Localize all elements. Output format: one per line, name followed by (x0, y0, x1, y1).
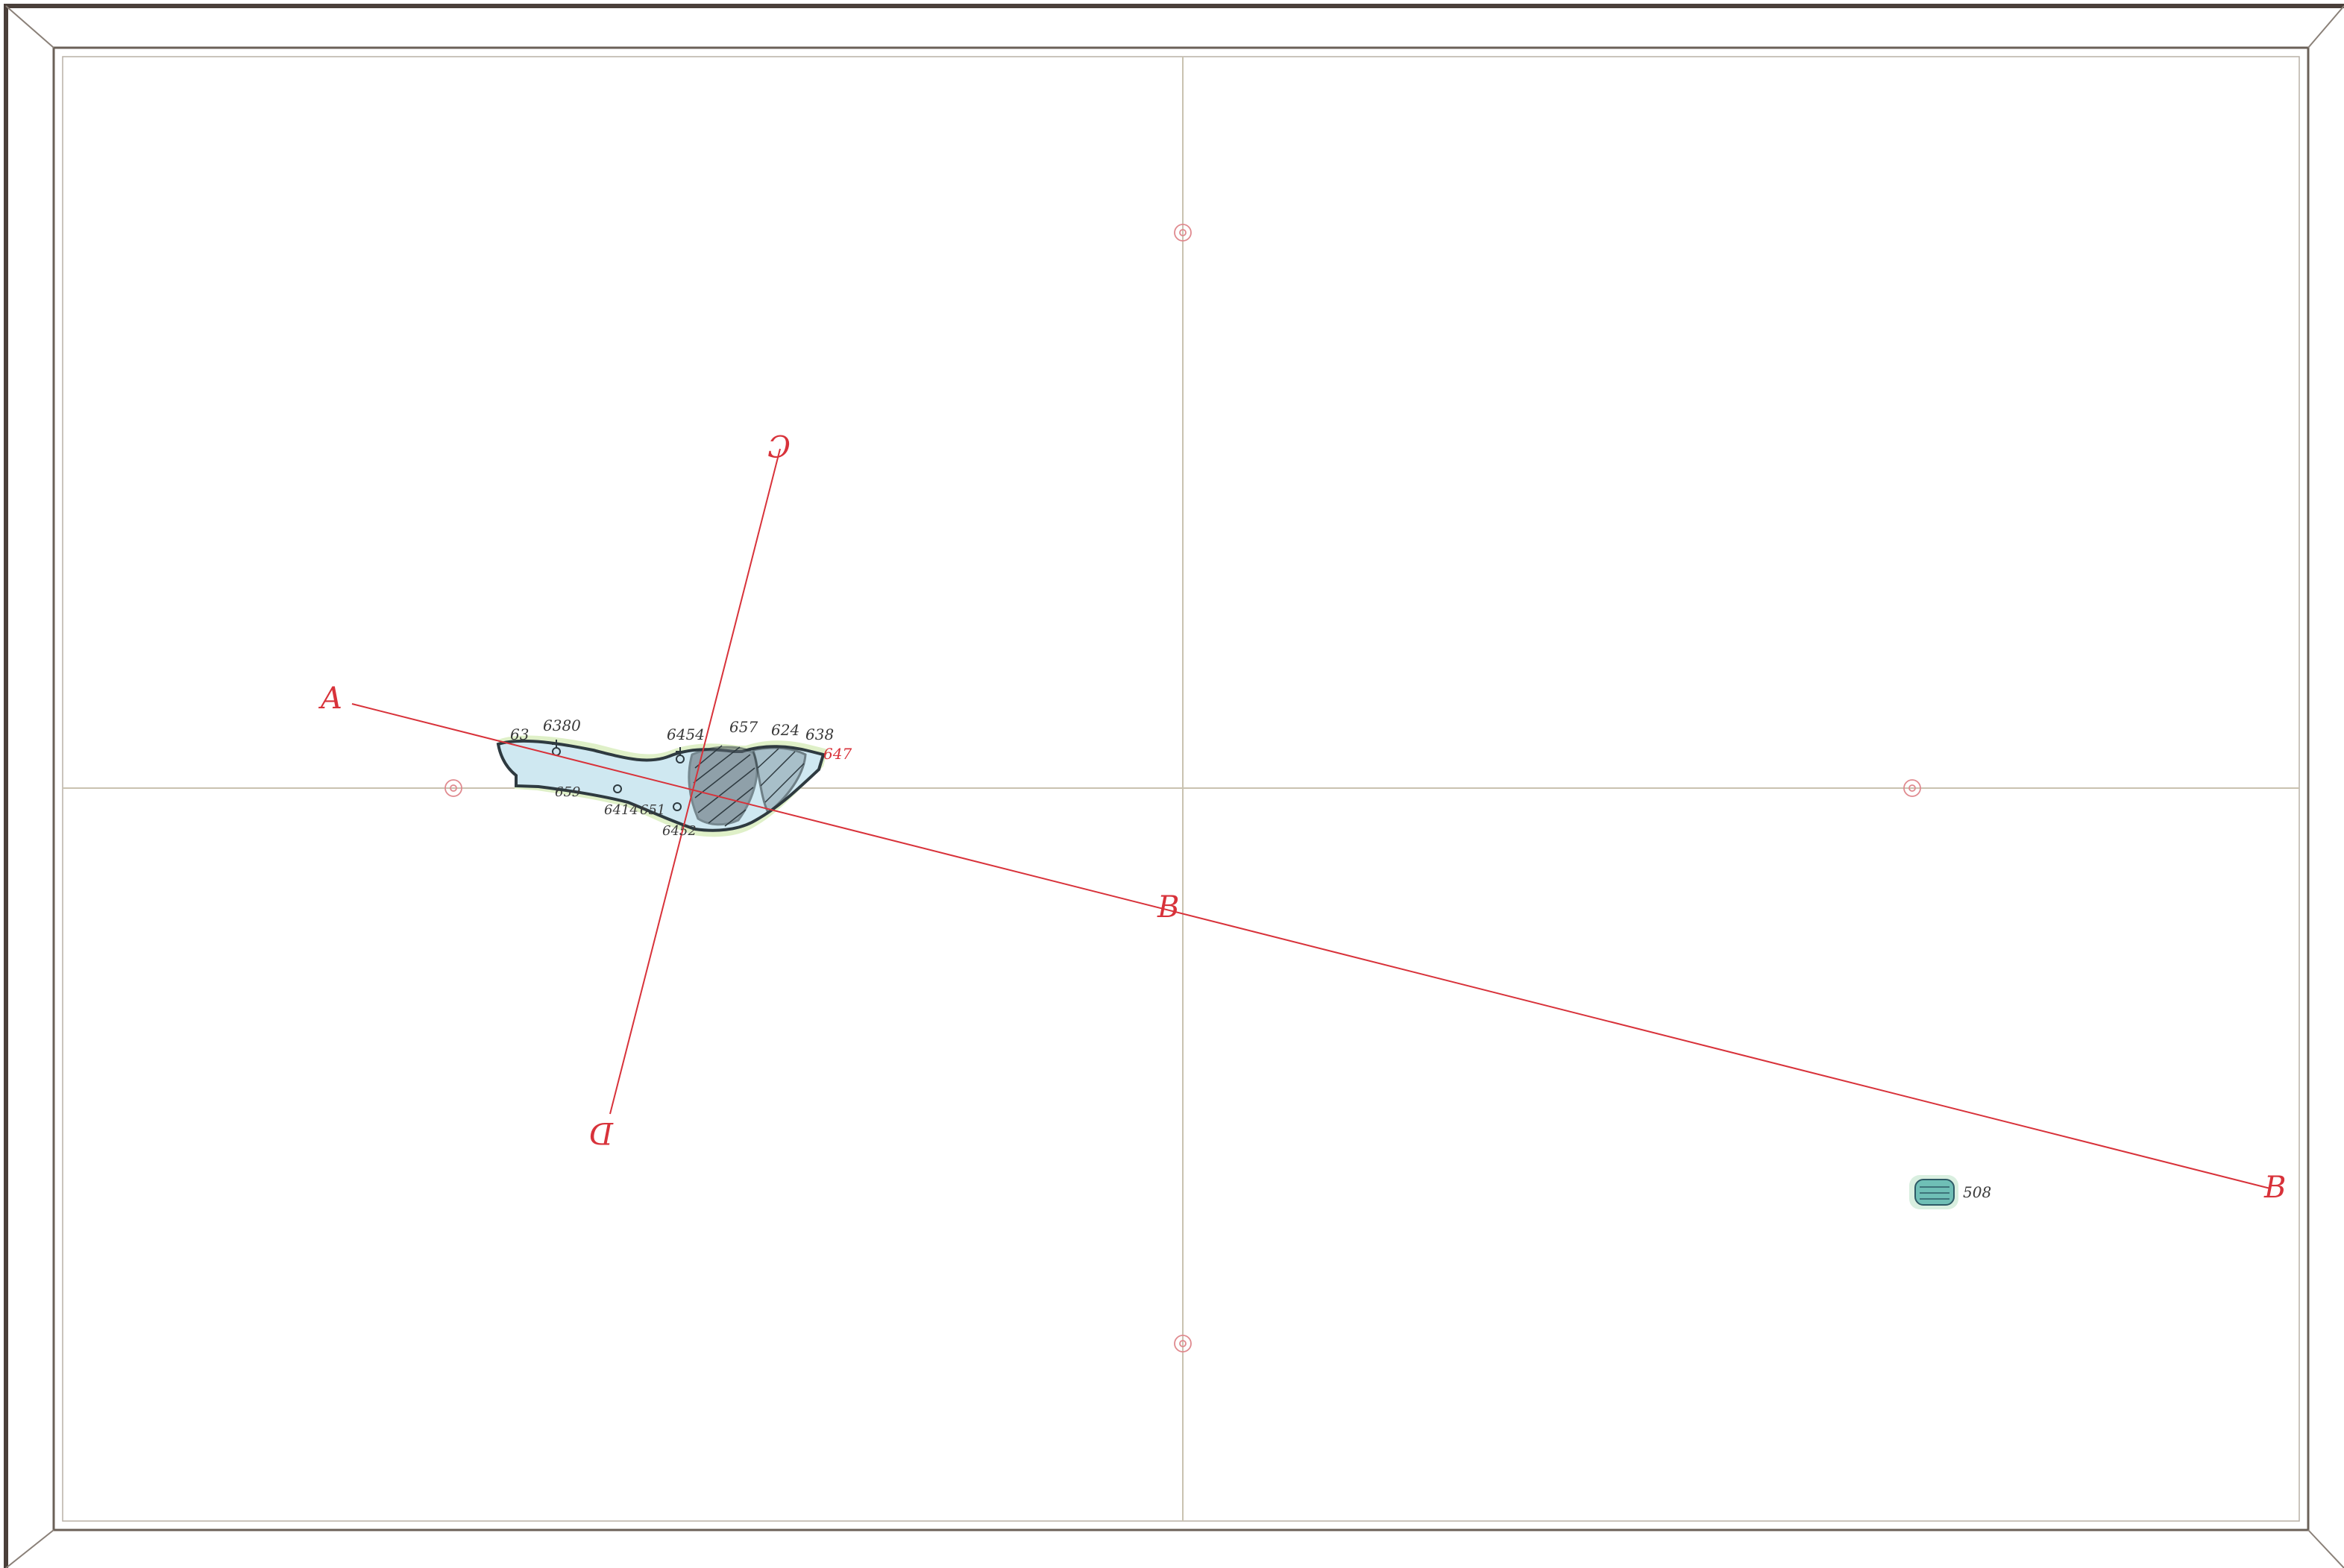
section-line-cd (609, 448, 781, 1115)
grid-marker-bottom (1174, 1335, 1192, 1353)
sounding-label: 659 (555, 784, 580, 800)
sounding-label: 651 (640, 802, 665, 818)
pond-water (1914, 1179, 1955, 1206)
sounding-label: 6454 (667, 725, 705, 743)
sounding-label: 6452 (662, 823, 697, 839)
pond: 508 (1909, 1175, 1991, 1209)
sounding-label: 6380 (543, 717, 581, 734)
lake-hatched-area (688, 745, 807, 827)
grid-lines (63, 57, 2299, 1521)
lake (496, 735, 828, 837)
grid-marker-top (1174, 224, 1192, 242)
grid-markers (444, 224, 1921, 1353)
sounding-label: 624 (771, 721, 799, 739)
grid-marker-right (1903, 779, 1921, 797)
sounding-labels: 63 6380 6454 657 624 638 647 659 6414 65… (510, 717, 852, 839)
sounding-label: 6414 (604, 802, 638, 818)
section-label-c: C (767, 428, 791, 462)
pond-depth-label: 508 (1963, 1183, 1991, 1201)
sounding-marks (552, 740, 685, 811)
section-label-b-mid: B (1157, 890, 1179, 925)
section-line-ab (351, 703, 2271, 1189)
grid-marker-left (444, 779, 462, 797)
sounding-label: 647 (823, 745, 852, 763)
sounding-label: 63 (510, 725, 529, 743)
sounding-label: 638 (805, 725, 834, 743)
sounding-label: 657 (729, 718, 758, 736)
section-label-d: D (589, 1115, 614, 1150)
section-label-b-end: B (2263, 1171, 2286, 1205)
section-label-a: A (318, 681, 342, 716)
